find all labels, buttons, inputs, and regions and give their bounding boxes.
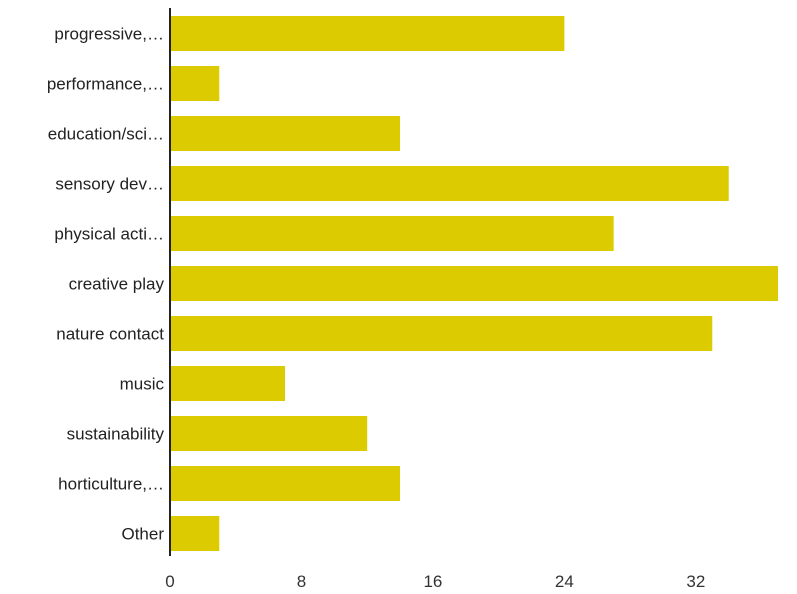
category-labels: progressive,… performance,… education/sci……	[47, 25, 165, 544]
category-label-9: horticulture,…	[58, 475, 164, 494]
bar-9	[170, 466, 401, 501]
bar-10	[170, 516, 220, 551]
category-label-1: performance,…	[47, 75, 164, 94]
category-label-0: progressive,…	[54, 25, 164, 44]
x-tick-label-2: 16	[423, 572, 442, 591]
bar-6	[170, 316, 713, 351]
bars-group	[170, 16, 778, 551]
category-label-6: nature contact	[56, 325, 164, 344]
bar-8	[170, 416, 368, 451]
bar-7	[170, 366, 286, 401]
bar-5	[170, 266, 778, 301]
x-tick-label-4: 32	[686, 572, 705, 591]
x-tick-labels: 0 8 16 24 32	[165, 572, 705, 591]
bar-0	[170, 16, 565, 51]
category-label-4: physical acti…	[54, 225, 164, 244]
bar-1	[170, 66, 220, 101]
category-label-10: Other	[121, 525, 164, 544]
x-tick-label-1: 8	[297, 572, 306, 591]
x-tick-label-3: 24	[555, 572, 574, 591]
category-label-3: sensory dev…	[55, 175, 164, 194]
category-label-5: creative play	[69, 275, 165, 294]
category-label-8: sustainability	[67, 425, 165, 444]
bar-4	[170, 216, 614, 251]
x-tick-label-0: 0	[165, 572, 174, 591]
category-label-7: music	[120, 375, 165, 394]
bar-2	[170, 116, 401, 151]
category-label-2: education/sci…	[48, 125, 164, 144]
bar-3	[170, 166, 729, 201]
